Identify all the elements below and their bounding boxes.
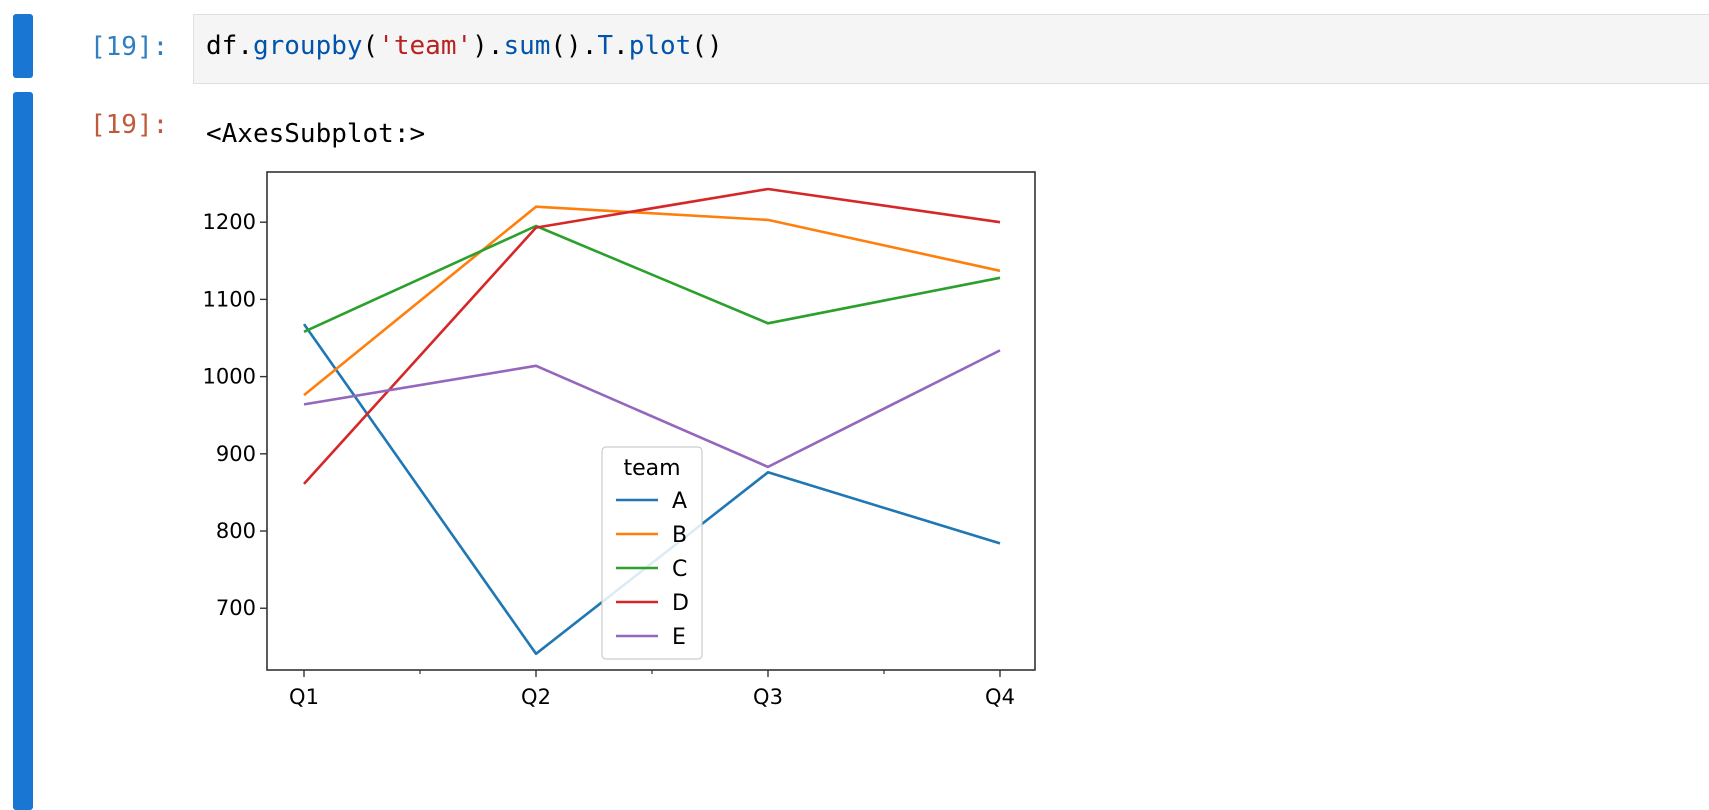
x-tick-label: Q2 bbox=[521, 685, 551, 709]
code-token-plot-call: () bbox=[691, 31, 723, 61]
input-cell-selection-bar[interactable] bbox=[13, 14, 33, 78]
legend-label-d: D bbox=[672, 591, 689, 616]
code-token-df: df bbox=[206, 31, 238, 61]
code-token-team-string: 'team' bbox=[378, 31, 473, 61]
output-prompt: [19]: bbox=[90, 110, 169, 140]
y-axis-ticks: 700 800 900 1000 1100 1200 bbox=[203, 210, 267, 620]
code-token-paren-close: ). bbox=[472, 31, 504, 61]
y-tick-label: 700 bbox=[216, 596, 256, 620]
series-line-d bbox=[303, 187, 1001, 485]
code-token-plot: plot bbox=[628, 31, 692, 61]
y-tick-label: 1000 bbox=[203, 365, 256, 389]
code-token-sum-call: (). bbox=[550, 31, 598, 61]
series-line-e bbox=[303, 349, 1001, 469]
series-line-b bbox=[303, 205, 1001, 397]
legend-title: team bbox=[623, 456, 680, 481]
code-token-dot: . bbox=[237, 31, 253, 61]
code-token-groupby: groupby bbox=[252, 31, 363, 61]
legend-label-e: E bbox=[672, 625, 686, 650]
x-axis-ticks: Q1 Q2 Q3 Q4 bbox=[289, 670, 1015, 709]
y-tick-label: 1200 bbox=[203, 210, 256, 234]
y-tick-label: 800 bbox=[216, 519, 256, 543]
legend-label-b: B bbox=[672, 523, 687, 548]
input-prompt: [19]: bbox=[90, 32, 169, 62]
code-token-transpose: T bbox=[597, 31, 614, 61]
series-line-c bbox=[303, 224, 1001, 333]
output-repr-text: <AxesSubplot:> bbox=[206, 119, 426, 149]
code-editor[interactable]: df.groupby('team').sum().T.plot() bbox=[193, 14, 1709, 84]
legend-label-c: C bbox=[672, 557, 687, 582]
y-tick-label: 1100 bbox=[203, 287, 256, 311]
x-tick-label: Q1 bbox=[289, 685, 319, 709]
x-tick-label: Q4 bbox=[985, 685, 1015, 709]
output-cell-collapse-bar[interactable] bbox=[13, 92, 33, 810]
code-token-sum: sum bbox=[503, 31, 551, 61]
x-tick-label: Q3 bbox=[753, 685, 783, 709]
legend-label-a: A bbox=[672, 489, 687, 514]
code-token-paren: ( bbox=[362, 31, 379, 61]
code-line: df.groupby('team').sum().T.plot() bbox=[206, 31, 723, 61]
plot-frame bbox=[266, 171, 1036, 671]
y-tick-label: 900 bbox=[216, 442, 256, 466]
code-token-dot: . bbox=[613, 31, 629, 61]
